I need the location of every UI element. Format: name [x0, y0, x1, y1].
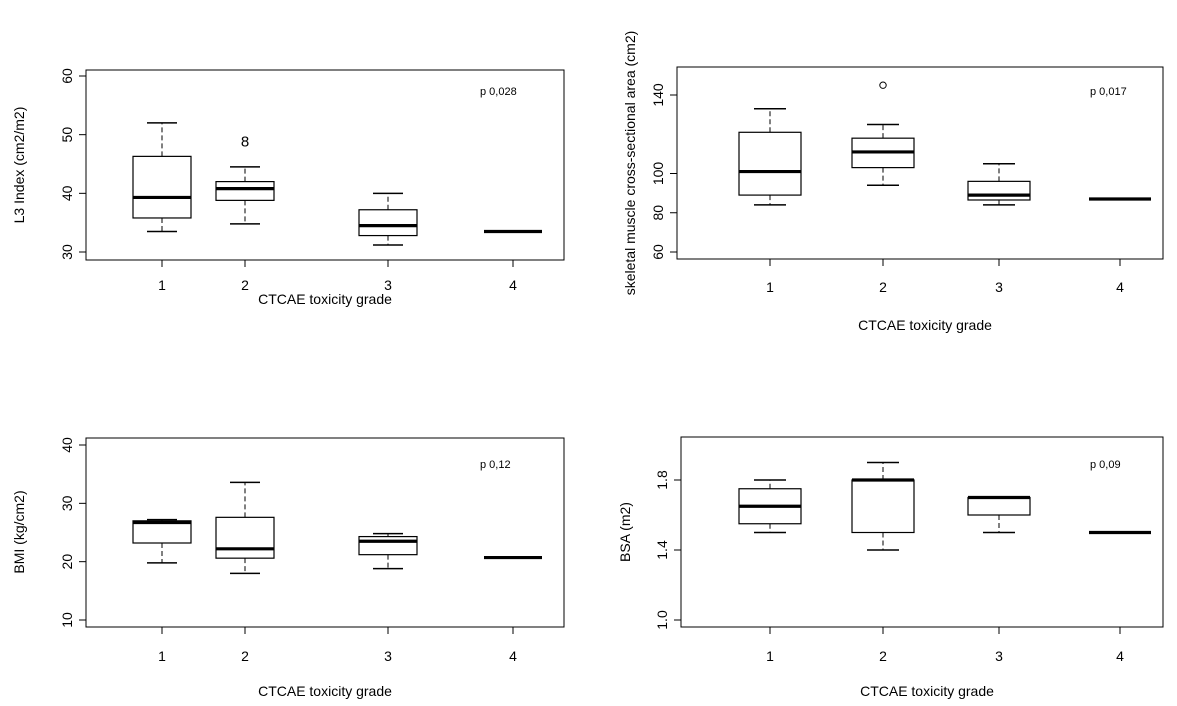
box-iqr — [738, 131, 802, 196]
box-iqr — [967, 180, 1031, 201]
x-tick-label: 4 — [509, 648, 517, 664]
plot-marks: 10 20 30 40 1 2 3 4 — [59, 437, 542, 664]
y-tick-label: 10 — [59, 612, 75, 628]
x-tick-label: 3 — [995, 648, 1003, 664]
panel-bsa: 1.0 1.4 1.8 1 2 3 4 CTCAE toxicity grade BSA (… — [617, 436, 1164, 699]
y-axis-title: L3 Index (cm2/m2) — [11, 107, 27, 224]
p-value-annotation: p 0,12 — [480, 459, 511, 471]
x-axis-title: CTCAE toxicity grade — [258, 291, 392, 307]
plot-frame — [85, 69, 565, 261]
plot-frame — [680, 436, 1164, 628]
y-tick-label: 60 — [59, 68, 75, 84]
p-value-annotation: p 0,09 — [1090, 459, 1121, 471]
x-axis-title: CTCAE toxicity grade — [860, 683, 994, 699]
y-tick-label: 80 — [650, 205, 666, 221]
p-value-annotation: p 0,017 — [1090, 86, 1127, 98]
y-tick-label: 40 — [59, 437, 75, 453]
plot-frame — [85, 437, 565, 628]
y-tick-label: 50 — [59, 127, 75, 143]
box-iqr — [215, 516, 275, 559]
box-iqr — [967, 496, 1031, 516]
plot-marks: 30 40 50 60 1 2 3 4 8 — [59, 68, 542, 293]
box-grade-3 — [967, 495, 1031, 534]
box-grade-2 — [215, 481, 275, 575]
box-grade-2 — [851, 123, 915, 187]
y-tick-label: 1.0 — [654, 610, 670, 630]
plot-marks: 1.0 1.4 1.8 1 2 3 4 — [654, 461, 1151, 664]
x-tick-label: 4 — [1116, 648, 1124, 664]
box-grade-1 — [132, 122, 192, 233]
x-tick-label: 3 — [995, 279, 1003, 295]
x-tick-label: 3 — [384, 277, 392, 293]
box-iqr — [851, 479, 915, 534]
y-axis-title: BMI (kg/cm2) — [11, 490, 27, 573]
x-tick-label: 2 — [241, 277, 249, 293]
x-tick-label: 2 — [241, 648, 249, 664]
y-axis-title: BSA (m2) — [617, 502, 633, 562]
x-tick-label: 2 — [879, 648, 887, 664]
x-tick-label: 3 — [384, 648, 392, 664]
box-grade-2 — [851, 461, 915, 551]
box-iqr — [215, 181, 275, 201]
box-grade-2 — [215, 166, 275, 225]
x-tick-label: 4 — [509, 277, 517, 293]
box-iqr — [358, 209, 418, 237]
box-grade-1 — [738, 479, 802, 534]
y-tick-label: 60 — [650, 244, 666, 260]
box-grade-1 — [738, 107, 802, 206]
x-tick-label: 2 — [879, 279, 887, 295]
outlier-point: 8 — [241, 134, 249, 151]
y-tick-label: 100 — [650, 162, 666, 186]
x-axis-title: CTCAE toxicity grade — [258, 683, 392, 699]
box-iqr — [132, 520, 192, 544]
y-tick-label: 1.4 — [654, 540, 670, 560]
box-iqr — [358, 535, 418, 556]
x-tick-label: 1 — [158, 648, 166, 664]
y-tick-label: 1.8 — [654, 470, 670, 490]
panel-l3-index: 30 40 50 60 1 2 3 4 8 CTCAE toxicity grade L3 In… — [11, 68, 565, 307]
plot-marks: 60 80 100 140 1 2 3 4 — [650, 81, 1151, 295]
y-tick-label: 30 — [59, 495, 75, 511]
panel-bmi: 10 20 30 40 1 2 3 4 CTCAE toxicity grade BMI (k… — [11, 437, 565, 699]
outlier-point — [879, 81, 887, 89]
box-grade-1 — [132, 518, 192, 564]
x-tick-label: 1 — [766, 648, 774, 664]
x-axis-title: CTCAE toxicity grade — [858, 317, 992, 333]
y-tick-label: 40 — [59, 185, 75, 201]
plot-frame — [676, 66, 1164, 260]
x-tick-label: 1 — [158, 277, 166, 293]
y-tick-label: 20 — [59, 554, 75, 570]
x-tick-label: 4 — [1116, 279, 1124, 295]
y-tick-label: 140 — [650, 83, 666, 107]
box-grade-3 — [967, 162, 1031, 206]
x-tick-label: 1 — [766, 279, 774, 295]
box-grade-3 — [358, 532, 418, 570]
p-value-annotation: p 0,028 — [480, 86, 517, 98]
y-axis-title: skeletal muscle cross-sectional area (cm… — [622, 31, 638, 296]
y-tick-label: 30 — [59, 244, 75, 260]
box-grade-3 — [358, 192, 418, 246]
box-iqr — [132, 155, 192, 219]
panel-skeletal-muscle-area: 60 80 100 140 1 2 3 4 CTCAE toxicity grade skel… — [622, 31, 1164, 333]
